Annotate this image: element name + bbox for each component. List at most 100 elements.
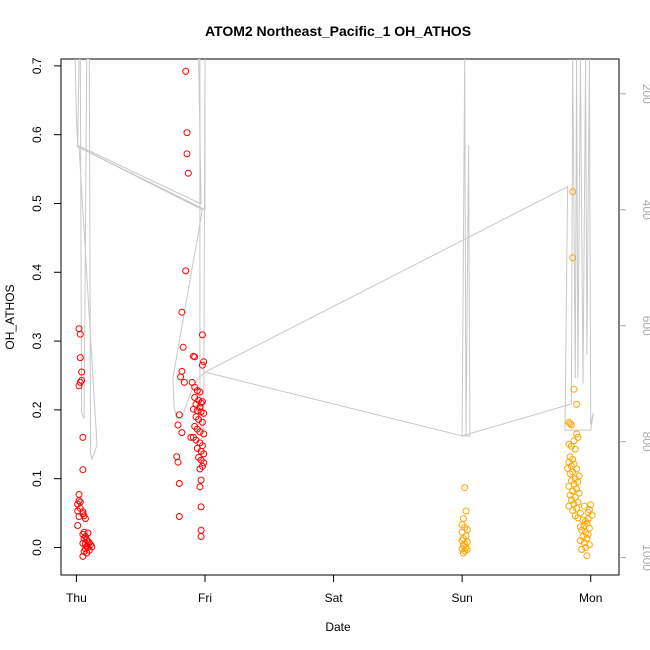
data-point xyxy=(198,398,206,406)
data-point xyxy=(78,368,86,376)
data-point xyxy=(197,399,205,407)
y-tick-label: 0.5 xyxy=(30,195,44,212)
data-point xyxy=(200,430,208,438)
data-point xyxy=(459,515,467,523)
data-point xyxy=(198,361,206,369)
data-point xyxy=(565,502,573,510)
y-tick-label: 0.4 xyxy=(30,264,44,281)
y-axis-label: OH_ATHOS xyxy=(3,284,17,349)
data-point xyxy=(575,489,583,497)
y2-tick-label: 1000 xyxy=(640,544,650,571)
data-point xyxy=(75,382,83,390)
data-point xyxy=(587,501,595,509)
data-point xyxy=(569,254,577,262)
data-point xyxy=(197,526,205,534)
data-point xyxy=(569,188,577,196)
y-tick-label: 0.0 xyxy=(30,539,44,556)
points-layer xyxy=(74,67,596,560)
y2-tick-label: 400 xyxy=(640,200,650,220)
y2-tick-label: 800 xyxy=(640,432,650,452)
y-tick-label: 0.6 xyxy=(30,126,44,143)
data-point xyxy=(458,528,466,536)
data-point xyxy=(187,433,195,441)
data-point xyxy=(179,343,187,351)
data-point xyxy=(184,169,192,177)
data-point xyxy=(182,67,190,75)
y2-tick-label: 600 xyxy=(640,316,650,336)
data-point xyxy=(566,420,574,428)
x-tick-label: Fri xyxy=(198,591,212,605)
y-axis: 0.0 0.1 0.2 0.3 0.4 0.5 0.6 0.7 xyxy=(30,57,61,556)
data-point xyxy=(81,515,89,523)
data-point xyxy=(197,476,205,484)
data-point xyxy=(196,388,204,396)
y2-tick-label: 200 xyxy=(640,84,650,104)
y2-axis: 200 400 600 800 1000 xyxy=(619,84,650,571)
data-point xyxy=(578,546,586,553)
data-point xyxy=(196,465,204,473)
data-point xyxy=(175,480,183,487)
chart-title: ATOM2 Northeast_Pacific_1 OH_ATHOS xyxy=(205,23,471,39)
data-point xyxy=(200,459,208,467)
data-point xyxy=(570,437,578,445)
x-tick-label: Thu xyxy=(66,591,87,605)
data-point xyxy=(576,523,584,531)
x-tick-label: Mon xyxy=(579,591,602,605)
data-point xyxy=(76,330,84,338)
data-point xyxy=(74,522,82,529)
data-point xyxy=(197,503,205,511)
x-tick-label: Sat xyxy=(325,591,344,605)
x-axis: Thu Fri Sat Sun Mon xyxy=(66,575,602,605)
data-point xyxy=(200,358,208,366)
data-point xyxy=(76,354,84,362)
data-point xyxy=(583,552,591,560)
data-point xyxy=(182,267,190,275)
data-point xyxy=(573,504,581,512)
x-axis-label: Date xyxy=(325,620,351,634)
data-point xyxy=(461,484,469,492)
data-point xyxy=(174,421,182,429)
data-point xyxy=(196,428,204,436)
x-tick-label: Sun xyxy=(451,591,472,605)
data-point xyxy=(200,450,208,458)
data-point xyxy=(573,430,581,438)
data-point xyxy=(191,353,199,361)
plot-frame xyxy=(60,58,620,576)
data-point xyxy=(571,445,579,453)
data-point xyxy=(462,507,470,515)
data-point xyxy=(567,421,575,429)
data-point xyxy=(580,502,588,510)
data-point xyxy=(574,433,582,441)
data-point xyxy=(197,533,205,540)
data-point xyxy=(175,513,183,520)
data-point xyxy=(200,409,208,417)
data-point xyxy=(565,482,573,490)
data-point xyxy=(569,506,577,514)
data-point xyxy=(178,429,186,437)
data-point xyxy=(75,513,83,520)
data-point xyxy=(564,464,572,472)
data-point xyxy=(189,405,197,413)
data-point xyxy=(198,331,206,339)
data-point xyxy=(177,373,185,381)
y-tick-label: 0.3 xyxy=(30,332,44,349)
data-point xyxy=(574,478,582,486)
data-point xyxy=(79,433,87,441)
data-point xyxy=(174,458,182,466)
data-point xyxy=(183,150,191,158)
y-tick-label: 0.2 xyxy=(30,401,44,418)
data-point xyxy=(178,308,186,316)
gray-line-layer xyxy=(74,59,594,461)
data-point xyxy=(79,552,87,560)
data-point xyxy=(459,549,467,557)
data-point xyxy=(183,129,191,137)
data-point xyxy=(180,378,188,386)
data-point xyxy=(462,544,470,551)
data-point xyxy=(582,544,590,551)
data-point xyxy=(75,491,83,498)
data-point xyxy=(79,508,87,516)
data-point xyxy=(585,506,593,514)
data-point xyxy=(573,400,581,408)
data-point xyxy=(196,483,204,491)
